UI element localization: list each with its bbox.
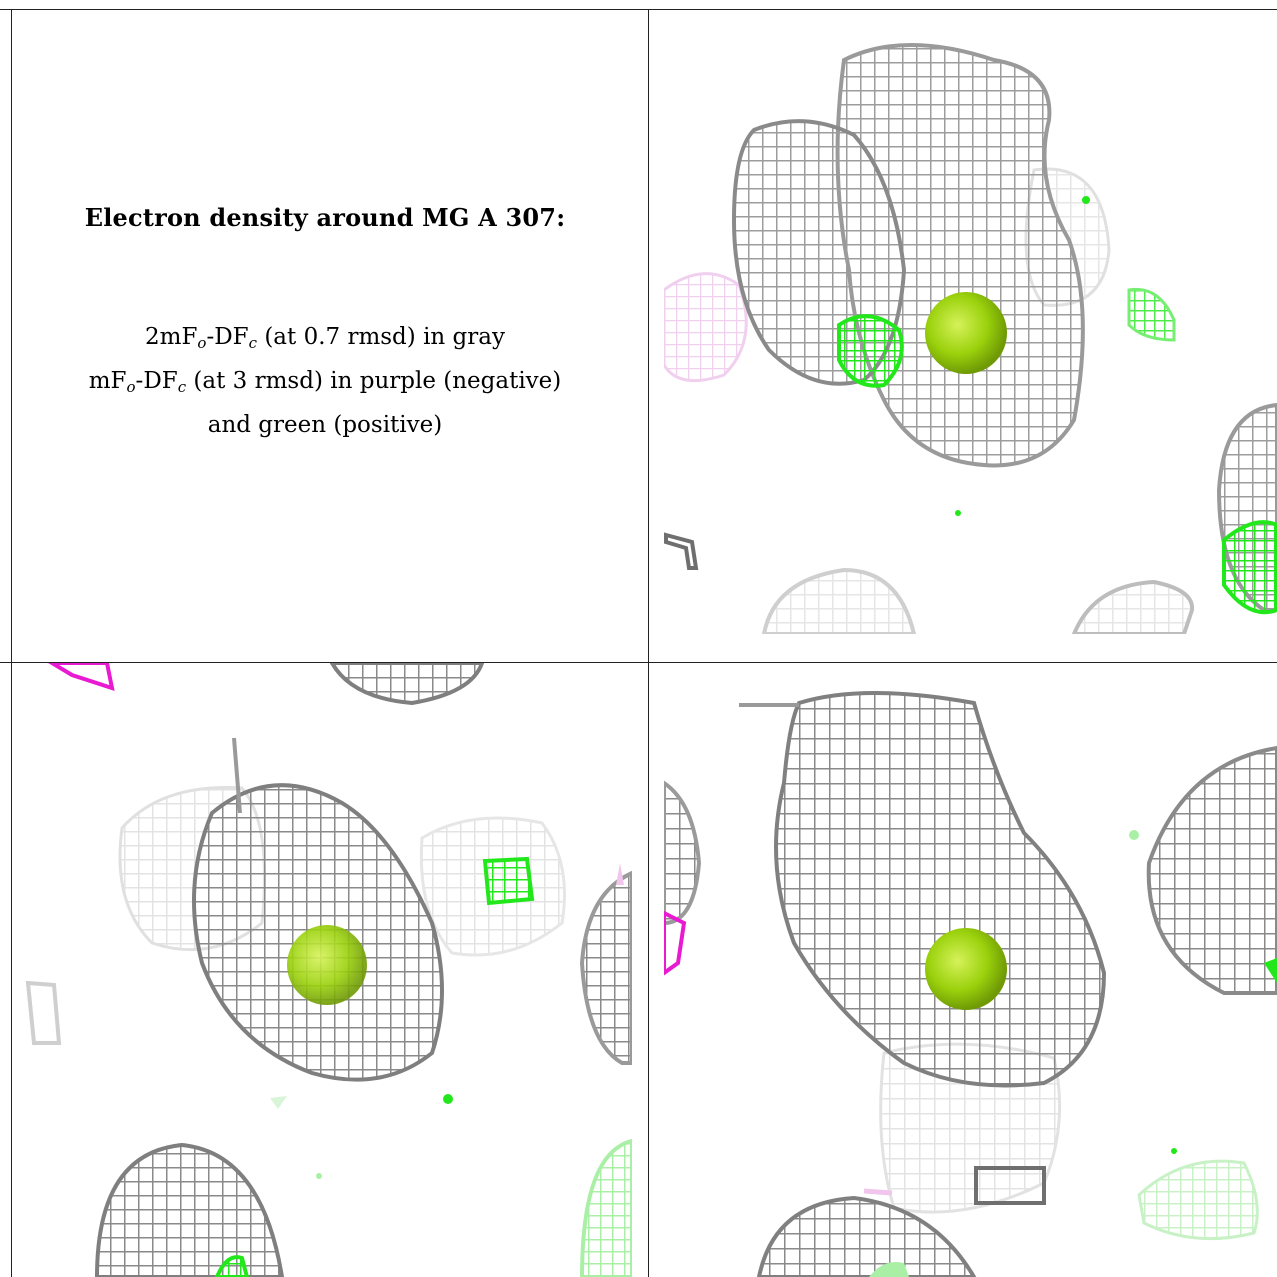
mesh-green-positive [837, 314, 904, 388]
legend-2fofc-mid: -DF [206, 324, 249, 350]
figure-title: Electron density around MG A 307: [84, 203, 566, 232]
mg-ion-sphere [925, 292, 1007, 374]
legend-text: 2mFo-DFc (at 0.7 rmsd) in gray mFo-DFc (… [12, 318, 638, 444]
green-bottom [869, 1261, 909, 1277]
mesh-purple-negative [48, 663, 115, 691]
density-render-bottom-right [664, 691, 1277, 1277]
mesh-gray-main [774, 691, 1107, 1088]
density-view-bottom-right [664, 663, 1277, 1277]
mg-ion-sphere [287, 925, 367, 1005]
mesh-gray-right [1146, 745, 1277, 995]
legend-line-fofc: mFo-DFc (at 3 rmsd) in purple (negative) [12, 362, 638, 406]
mesh-gray-fragment [664, 532, 699, 570]
mesh-gray-bottom-2 [1071, 579, 1195, 634]
legend-fofc-sub-o: o [126, 378, 136, 396]
mesh-green-light-bottom [579, 1138, 632, 1277]
density-render-top-right [664, 43, 1277, 634]
mesh-gray-right-edge [579, 870, 632, 1065]
green-dot-2 [1171, 1148, 1177, 1154]
mesh-green-light [1137, 1159, 1259, 1241]
mesh-light-purple [664, 272, 748, 383]
density-view-top-right [664, 20, 1277, 634]
legend-fofc-suffix: (at 3 rmsd) in purple (negative) [186, 368, 562, 394]
green-dot [1129, 830, 1139, 840]
mesh-gray-bottom [94, 1142, 285, 1277]
mesh-gray-bottom [756, 1195, 977, 1277]
left-border-bottom [11, 662, 12, 1277]
legend-fofc-mid: -DF [135, 368, 178, 394]
mesh-gray-spike [232, 737, 242, 814]
mesh-gray-fragment [974, 1166, 1046, 1205]
purple-small [616, 863, 624, 885]
mesh-green-bottom [214, 1255, 250, 1277]
mesh-gray-fragment [25, 980, 62, 1045]
legend-fofc-prefix: mF [88, 368, 127, 394]
legend-2fofc-sub-c: c [248, 334, 258, 352]
legend-line-fofc-cont: and green (positive) [207, 412, 443, 438]
legend-2fofc-suffix: (at 0.7 rmsd) in gray [257, 324, 505, 350]
mesh-green-positive [482, 856, 535, 906]
mesh-purple-negative [664, 910, 687, 976]
purple-small [863, 1188, 893, 1196]
mg-ion-sphere [925, 928, 1007, 1010]
center-divider [648, 9, 649, 1277]
green-dot-2 [316, 1173, 322, 1179]
mesh-gray-top [329, 663, 485, 706]
green-dot [1082, 196, 1090, 204]
green-faint [270, 1096, 287, 1109]
left-border-top [11, 9, 12, 663]
green-dot [443, 1094, 453, 1104]
legend-2fofc-prefix: 2mF [145, 324, 198, 350]
caption-panel: Electron density around MG A 307: 2mFo-D… [12, 0, 638, 650]
mesh-green-small [1127, 287, 1176, 342]
density-view-bottom-left [12, 663, 632, 1277]
mesh-green-right-edge [1222, 520, 1277, 615]
legend-fofc-sub-c: c [177, 378, 187, 396]
density-render-bottom-left [25, 663, 632, 1277]
mesh-gray-left-edge [664, 780, 702, 926]
middle-divider [0, 662, 1277, 663]
legend-line-2fofc: 2mFo-DFc (at 0.7 rmsd) in gray [12, 318, 638, 362]
legend-2fofc-sub-o: o [197, 334, 207, 352]
top-border [0, 9, 1277, 10]
green-edge [1264, 958, 1277, 983]
green-dot-2 [955, 510, 961, 516]
mesh-gray-bottom-1 [761, 567, 917, 634]
